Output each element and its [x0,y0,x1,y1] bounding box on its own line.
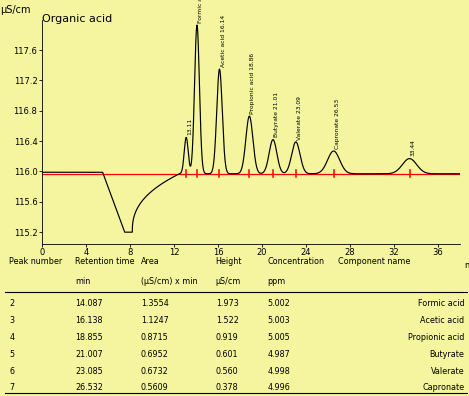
Text: Formic acid 14.09: Formic acid 14.09 [198,0,203,23]
Text: 4.987: 4.987 [267,350,290,359]
Text: Peak number: Peak number [9,257,63,266]
Y-axis label: μS/cm: μS/cm [0,5,30,15]
Text: 0.8715: 0.8715 [141,333,168,342]
Text: 33.44: 33.44 [411,139,416,156]
Text: 13.11: 13.11 [187,118,192,135]
Text: 5.005: 5.005 [267,333,290,342]
Text: Acetic acid: Acetic acid [420,316,464,325]
Text: 0.6952: 0.6952 [141,350,168,359]
Text: Formic acid: Formic acid [418,299,464,308]
Text: Propionic acid: Propionic acid [408,333,464,342]
Text: Organic acid: Organic acid [42,14,113,24]
Text: min: min [75,278,91,286]
Text: Valerate 23.09: Valerate 23.09 [297,96,302,140]
Text: Area: Area [141,257,159,266]
Text: 4.998: 4.998 [267,367,290,376]
Text: 16.138: 16.138 [75,316,103,325]
Text: 5: 5 [9,350,15,359]
Text: Capronate 26.53: Capronate 26.53 [335,99,340,149]
Text: 0.919: 0.919 [216,333,239,342]
Text: 0.6732: 0.6732 [141,367,168,376]
Text: 23.085: 23.085 [75,367,103,376]
Text: Capronate: Capronate [422,383,464,392]
Text: 18.855: 18.855 [75,333,103,342]
Text: 1.1247: 1.1247 [141,316,168,325]
Text: Propionic acid 18.86: Propionic acid 18.86 [250,53,256,114]
Text: 1.973: 1.973 [216,299,239,308]
Text: Butyrate 21.01: Butyrate 21.01 [274,92,279,137]
Text: 0.601: 0.601 [216,350,238,359]
Text: 2: 2 [9,299,15,308]
Text: Component name: Component name [338,257,410,266]
Text: min: min [464,261,469,270]
Text: 5.003: 5.003 [267,316,290,325]
Text: 6: 6 [9,367,15,376]
Text: 4.996: 4.996 [267,383,290,392]
Text: μS/cm: μS/cm [216,278,241,286]
Text: Butyrate: Butyrate [430,350,464,359]
Text: 21.007: 21.007 [75,350,103,359]
Text: Acetic acid 16.14: Acetic acid 16.14 [220,15,226,67]
Text: 0.560: 0.560 [216,367,238,376]
Text: 3: 3 [9,316,15,325]
Text: 1.522: 1.522 [216,316,239,325]
Text: 4: 4 [9,333,15,342]
Text: Retention time: Retention time [75,257,135,266]
Text: 7: 7 [9,383,15,392]
Text: Height: Height [216,257,242,266]
Text: 14.087: 14.087 [75,299,103,308]
Text: (μS/cm) x min: (μS/cm) x min [141,278,197,286]
Text: 0.5609: 0.5609 [141,383,168,392]
Text: 5.002: 5.002 [267,299,290,308]
Text: Valerate: Valerate [431,367,464,376]
Text: 26.532: 26.532 [75,383,103,392]
Text: ppm: ppm [267,278,286,286]
Text: 1.3554: 1.3554 [141,299,168,308]
Text: 0.378: 0.378 [216,383,238,392]
Text: Concentration: Concentration [267,257,325,266]
